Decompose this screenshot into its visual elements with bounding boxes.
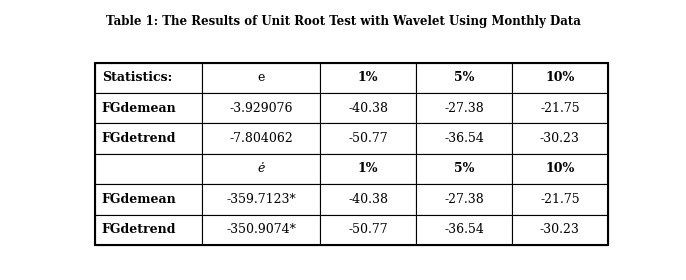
Text: -50.77: -50.77 [348,223,388,236]
Bar [202,214,320,245]
Bar [95,154,202,184]
Text: ė: ė [257,162,265,176]
Text: -21.75: -21.75 [540,193,580,206]
Text: -40.38: -40.38 [348,102,388,115]
Text: -7.804062: -7.804062 [229,132,293,145]
Bar [416,184,512,214]
Text: Table 1: The Results of Unit Root Test with Wavelet Using Monthly Data: Table 1: The Results of Unit Root Test w… [106,15,580,28]
Bar [320,214,416,245]
Text: FGdemean: FGdemean [102,102,176,115]
Text: FGdetrend: FGdetrend [102,132,176,145]
Text: 5%: 5% [453,162,474,176]
Bar [202,63,320,93]
Bar [95,184,202,214]
Bar [95,93,202,123]
Bar [202,184,320,214]
Bar [320,154,416,184]
Text: 1%: 1% [358,71,378,84]
Bar [320,123,416,154]
Bar [202,154,320,184]
Text: -40.38: -40.38 [348,193,388,206]
Text: e: e [257,71,265,84]
Bar [95,123,202,154]
Text: -27.38: -27.38 [444,102,484,115]
Text: 1%: 1% [358,162,378,176]
Bar [95,63,202,93]
Text: -21.75: -21.75 [540,102,580,115]
Bar [416,123,512,154]
Text: 10%: 10% [545,162,574,176]
Bar [512,93,608,123]
Text: -30.23: -30.23 [540,223,580,236]
Text: 5%: 5% [453,71,474,84]
Text: -36.54: -36.54 [444,132,484,145]
Bar [512,63,608,93]
Bar [416,214,512,245]
Bar [202,123,320,154]
Bar [320,93,416,123]
Text: Statistics:: Statistics: [102,71,172,84]
Bar [512,123,608,154]
Text: -50.77: -50.77 [348,132,388,145]
Bar [320,184,416,214]
Bar [202,93,320,123]
Text: -350.9074*: -350.9074* [226,223,296,236]
Text: -30.23: -30.23 [540,132,580,145]
Bar [416,93,512,123]
Bar [416,154,512,184]
Text: FGdemean: FGdemean [102,193,176,206]
Bar [95,214,202,245]
Text: -3.929076: -3.929076 [229,102,293,115]
Text: FGdetrend: FGdetrend [102,223,176,236]
Bar [416,63,512,93]
Text: -359.7123*: -359.7123* [226,193,296,206]
Bar [512,184,608,214]
Text: -27.38: -27.38 [444,193,484,206]
Bar [320,63,416,93]
Bar [512,154,608,184]
Text: -36.54: -36.54 [444,223,484,236]
Bar [95,63,608,245]
Bar [512,214,608,245]
Text: 10%: 10% [545,71,574,84]
